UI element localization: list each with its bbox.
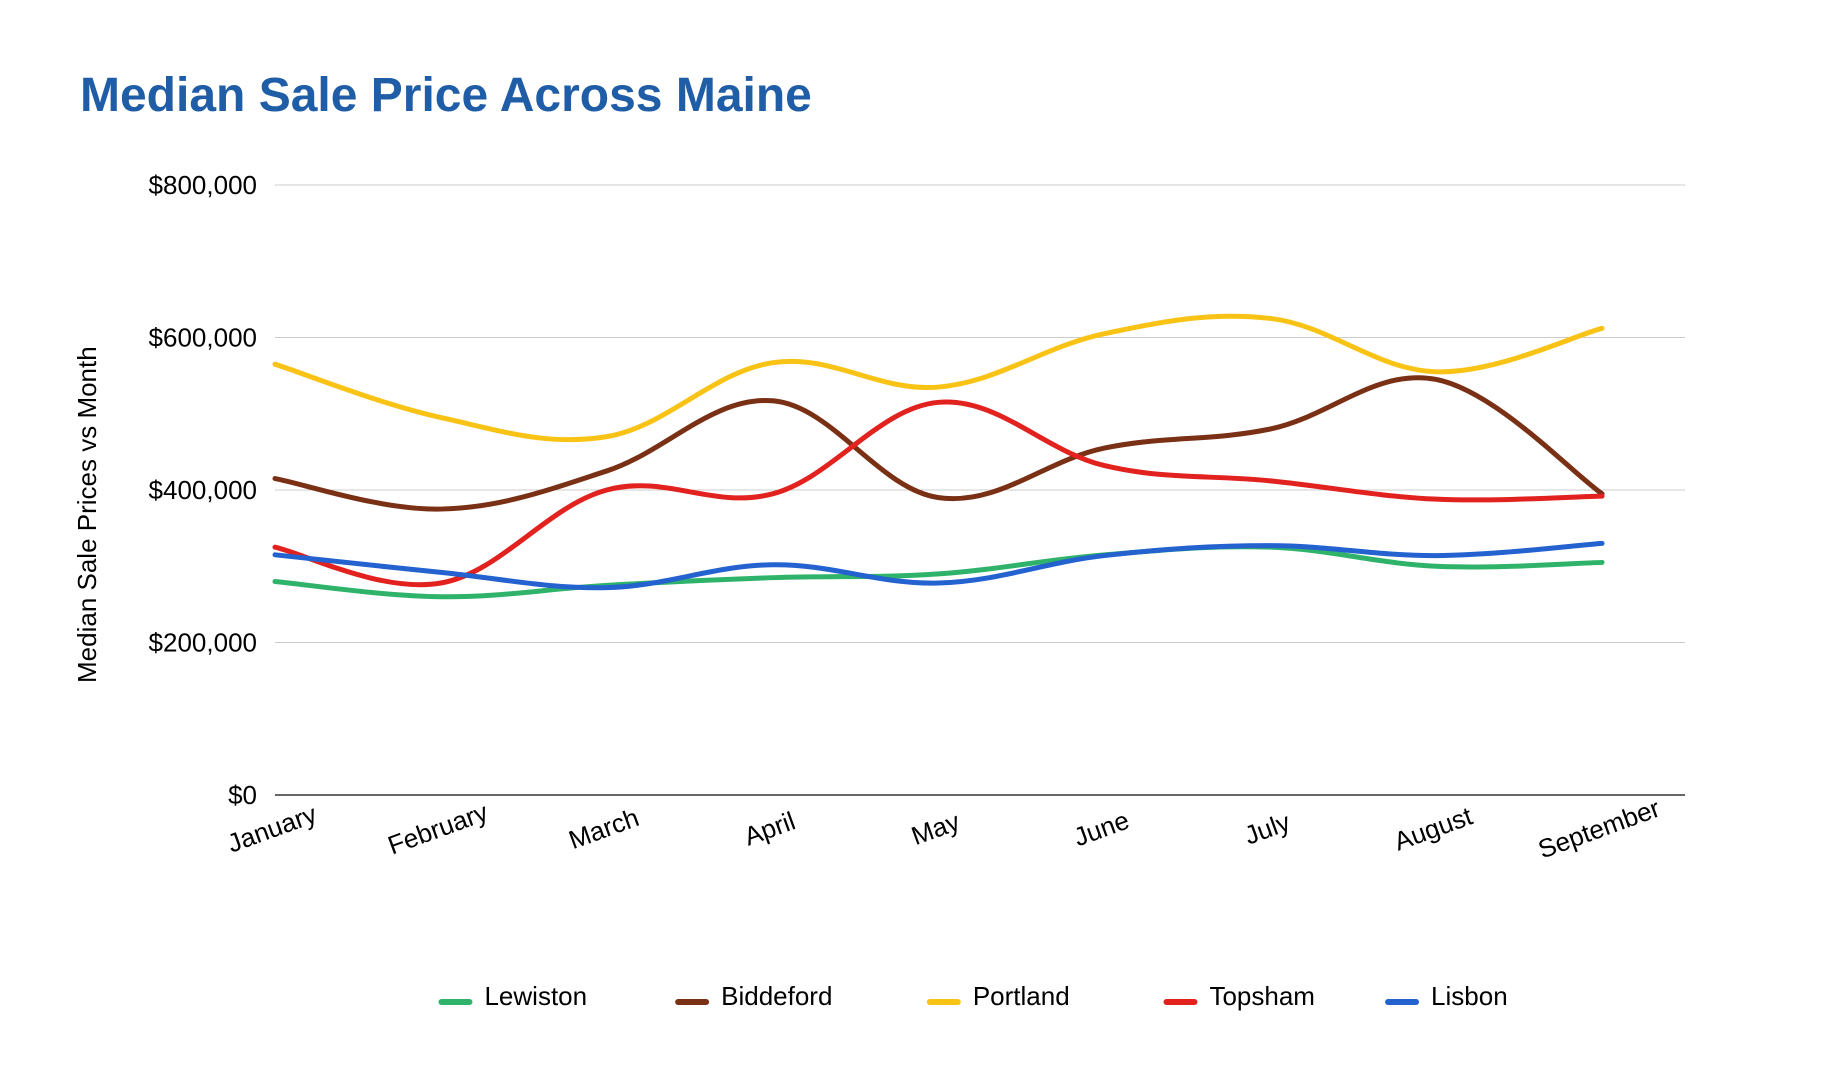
legend-label-portland: Portland <box>973 981 1070 1011</box>
legend-label-topsham: Topsham <box>1209 981 1315 1011</box>
x-tick-label: March <box>565 802 643 855</box>
x-tick-label: February <box>384 797 492 861</box>
x-tick-label: June <box>1070 805 1133 852</box>
legend-label-biddeford: Biddeford <box>721 981 832 1011</box>
x-tick-label: September <box>1534 793 1664 865</box>
x-tick-label: May <box>907 806 963 851</box>
x-tick-label: April <box>740 806 799 852</box>
line-chart: $0$200,000$400,000$600,000$800,000Januar… <box>0 0 1834 1080</box>
y-tick-label: $800,000 <box>149 170 257 200</box>
page: Median Sale Price Across Maine Median Sa… <box>0 0 1834 1080</box>
x-tick-label: August <box>1390 800 1477 856</box>
legend-label-lewiston: Lewiston <box>484 981 587 1011</box>
legend-label-lisbon: Lisbon <box>1431 981 1508 1011</box>
y-tick-label: $200,000 <box>149 628 257 658</box>
y-tick-label: $600,000 <box>149 323 257 353</box>
series-line-topsham <box>275 402 1602 585</box>
y-tick-label: $0 <box>228 780 257 810</box>
y-tick-label: $400,000 <box>149 475 257 505</box>
x-tick-label: July <box>1240 807 1294 851</box>
series-line-biddeford <box>275 378 1602 509</box>
